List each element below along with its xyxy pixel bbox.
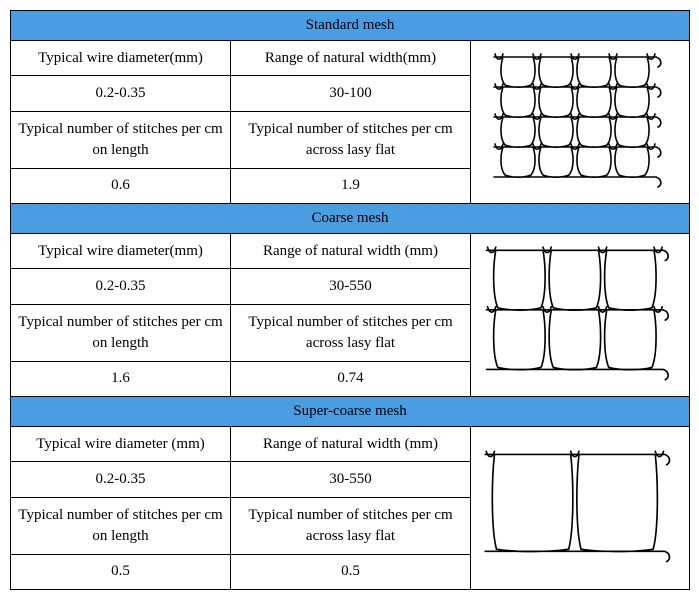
- mesh-diagram: [480, 47, 680, 197]
- mesh-image-cell: [471, 427, 690, 590]
- label-stitches-length: Typical number of stitches per cm on len…: [11, 497, 231, 554]
- value-stitches-width: 1.9: [231, 168, 471, 203]
- value-natural-width: 30-550: [231, 269, 471, 304]
- value-stitches-width: 0.5: [231, 554, 471, 589]
- value-stitches-length: 0.5: [11, 554, 231, 589]
- label-natural-width: Range of natural width(mm): [231, 41, 471, 76]
- value-stitches-width: 0.74: [231, 361, 471, 396]
- label-stitches-width: Typical number of stitches per cm across…: [231, 497, 471, 554]
- label-stitches-width: Typical number of stitches per cm across…: [231, 304, 471, 361]
- label-wire-diameter: Typical wire diameter(mm): [11, 41, 231, 76]
- value-stitches-length: 0.6: [11, 168, 231, 203]
- mesh-diagram: [480, 240, 680, 390]
- label-stitches-length: Typical number of stitches per cm on len…: [11, 111, 231, 168]
- value-wire-diameter: 0.2-0.35: [11, 76, 231, 111]
- mesh-spec-table: Standard meshTypical wire diameter(mm)Ra…: [10, 10, 690, 590]
- mesh-diagram: [480, 433, 680, 583]
- mesh-image-cell: [471, 234, 690, 397]
- section-header: Super-coarse mesh: [11, 397, 690, 427]
- label-stitches-length: Typical number of stitches per cm on len…: [11, 304, 231, 361]
- label-natural-width: Range of natural width (mm): [231, 234, 471, 269]
- label-wire-diameter: Typical wire diameter(mm): [11, 234, 231, 269]
- value-wire-diameter: 0.2-0.35: [11, 269, 231, 304]
- label-natural-width: Range of natural width (mm): [231, 427, 471, 462]
- value-natural-width: 30-550: [231, 462, 471, 497]
- section-header: Standard mesh: [11, 11, 690, 41]
- mesh-image-cell: [471, 41, 690, 204]
- value-wire-diameter: 0.2-0.35: [11, 462, 231, 497]
- label-stitches-width: Typical number of stitches per cm across…: [231, 111, 471, 168]
- value-natural-width: 30-100: [231, 76, 471, 111]
- section-header: Coarse mesh: [11, 204, 690, 234]
- value-stitches-length: 1.6: [11, 361, 231, 396]
- label-wire-diameter: Typical wire diameter (mm): [11, 427, 231, 462]
